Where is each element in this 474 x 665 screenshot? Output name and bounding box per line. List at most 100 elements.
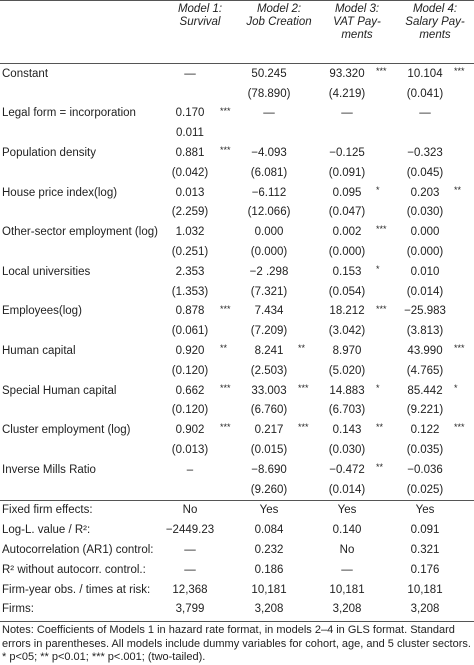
significance: [454, 262, 474, 282]
blank: [454, 203, 474, 223]
coefficient: 0.170: [175, 107, 205, 120]
se-row: (9.260) (0.014) (0.025): [0, 480, 474, 500]
se-row: (1.353) (7.321) (0.054) (0.014): [0, 282, 474, 302]
summary-row: Fixed firm effects: No Yes Yes Yes: [0, 499, 474, 521]
table-body: Constant —50.245 93.320 *** 10.104 *** (78.890…: [0, 64, 474, 620]
significance: ***: [298, 422, 309, 433]
coefficient: 7.434: [254, 305, 284, 318]
blank: [220, 84, 240, 104]
summary-value: 3,799: [175, 603, 205, 616]
summary-value: Yes: [318, 499, 377, 521]
header-line: Model 4:: [412, 3, 458, 15]
row-label-blank: [0, 361, 160, 381]
significance: ***: [376, 66, 387, 76]
coefficient: −0.323: [407, 147, 443, 160]
blank: [454, 560, 474, 580]
header-line: ments: [341, 29, 373, 41]
significance: ***: [376, 224, 387, 235]
se-row: (0.251) (0.000) (0.000) (0.000): [0, 242, 474, 262]
blank: [376, 540, 396, 560]
se-row: (2.259) (12.066) (0.047) (0.030): [0, 203, 474, 223]
blank: [298, 242, 318, 262]
row-label-blank: [0, 84, 160, 104]
blank: [220, 282, 240, 302]
note-line: Notes: Coefficients of Models 1 in hazar…: [2, 624, 455, 637]
row-label: Constant: [2, 67, 49, 80]
standard-error: (0.030): [406, 206, 444, 219]
standard-error: (0.061): [171, 325, 209, 338]
se-row: (0.061) (7.209) (3.042) (3.813): [0, 321, 474, 341]
significance: [298, 222, 318, 242]
standard-error: (0.000): [406, 246, 444, 259]
standard-error: (4.765): [406, 364, 444, 377]
standard-error: (0.000): [328, 246, 366, 259]
coef-row: House price index(log) 0.013 −6.112 0.095 * 0…: [0, 183, 474, 203]
significance: *: [376, 263, 380, 274]
significance: **: [298, 343, 306, 354]
coef-row: Other-sector employment (log) 1.032 0.000 0…: [0, 222, 474, 242]
coefficient: —: [341, 107, 353, 120]
coef-row: Population density 0.881 *** −4.093 −0.125 −0…: [0, 143, 474, 163]
results-table: Model 1: Survival Model 2: Job Creation Mode…: [0, 0, 474, 620]
significance: ***: [220, 422, 231, 433]
blank: [454, 580, 474, 600]
row-label: Cluster employment (log): [2, 424, 131, 437]
blank: [220, 540, 240, 560]
row-label: Local universities: [2, 265, 91, 278]
summary-value: 0.091: [410, 524, 440, 537]
coefficient: −4.093: [251, 147, 287, 160]
blank: [220, 580, 240, 600]
significance: ***: [376, 303, 387, 314]
blank: [454, 600, 474, 620]
blank: [376, 580, 396, 600]
header-line: Model 1:: [177, 3, 223, 15]
coefficient: −0.472: [329, 463, 365, 476]
row-label-blank: [0, 163, 160, 183]
standard-error: (0.000): [250, 246, 288, 259]
coefficient: —: [419, 107, 431, 120]
header-blank: [0, 0, 160, 64]
coefficient: 0.881: [175, 147, 205, 160]
coefficient: 0.010: [410, 265, 440, 278]
coefficient: 18.212: [329, 305, 365, 318]
coefficient: 1.032: [175, 226, 205, 239]
coefficient: −8.690: [251, 463, 287, 476]
standard-error: (0.015): [250, 444, 288, 457]
blank: [376, 123, 396, 143]
blank: [298, 499, 319, 521]
significance: [454, 104, 474, 124]
note-line: * p<05; ** p<0.01; *** p<.001; (two-tail…: [2, 651, 206, 664]
row-label: Other-sector employment (log): [2, 226, 158, 239]
summary-value: No: [339, 544, 355, 557]
coefficient: 0.122: [410, 424, 440, 437]
coefficient: −0.036: [407, 463, 443, 476]
blank: [376, 321, 396, 341]
row-label: Firms:: [2, 603, 34, 616]
significance: [298, 262, 318, 282]
summary-row: Firm-year obs. / times at risk: 12,368 10,…: [0, 580, 474, 600]
row-label-blank: [0, 242, 160, 262]
summary-value: —: [341, 563, 353, 576]
coefficient: −25.983: [404, 305, 446, 318]
se-row: 0.011: [0, 123, 474, 143]
row-label-blank: [0, 282, 160, 302]
blank: [454, 321, 474, 341]
significance: [454, 302, 474, 322]
summary-value: 10,181: [407, 583, 443, 596]
standard-error: (7.321): [250, 285, 288, 298]
standard-error: (3.813): [406, 325, 444, 338]
coefficient: 0.000: [254, 226, 284, 239]
standard-error: (0.251): [171, 246, 209, 259]
coefficient: 0.002: [332, 226, 362, 239]
summary-row: Autocorrelation (AR1) control: — 0.232 No 0.…: [0, 540, 474, 560]
coefficient: 0.095: [332, 186, 362, 199]
blank: [220, 361, 240, 381]
significance: [298, 64, 318, 84]
row-label: Fixed firm effects:: [0, 499, 160, 521]
coefficient: 50.245: [251, 67, 287, 80]
standard-error: (0.042): [171, 166, 209, 179]
standard-error: (0.013): [171, 444, 209, 457]
coefficient: 2.353: [175, 265, 205, 278]
coefficient: 43.990: [407, 345, 443, 358]
standard-error: (12.066): [247, 206, 291, 219]
